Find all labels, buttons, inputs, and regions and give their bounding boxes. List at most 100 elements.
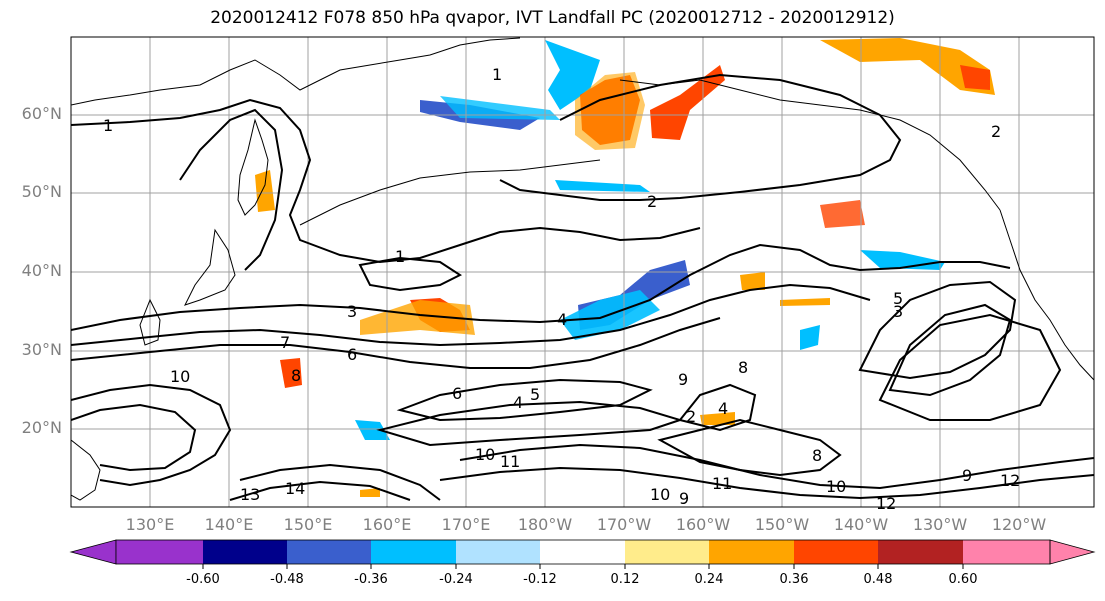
positive-shading-patch — [360, 300, 475, 335]
colorbar-bin — [371, 540, 456, 564]
contour-label: 8 — [812, 446, 822, 465]
contour-label: 10 — [475, 445, 495, 464]
contour-label: 8 — [291, 366, 301, 385]
colorbar-tick-label: 0.36 — [779, 572, 809, 587]
contour-label: 10 — [170, 367, 190, 386]
lon-label: 170°E — [441, 515, 491, 534]
lon-label: 140°E — [204, 515, 254, 534]
contour-label: 6 — [452, 384, 462, 403]
colorbar-bin — [963, 540, 1050, 564]
negative-shading-patch — [555, 180, 650, 192]
contour-label: 5 — [530, 385, 540, 404]
contour-label: 11 — [500, 452, 520, 471]
aleutian-chain — [299, 159, 601, 226]
contour-label: 7 — [280, 333, 290, 352]
positive-shading-patch — [575, 72, 645, 150]
positive-shading-patch — [650, 65, 725, 140]
map-title: 2020012412 F078 850 hPa qvapor, IVT Land… — [210, 8, 895, 28]
lon-label: 130°W — [912, 515, 968, 534]
shading-layer — [255, 38, 995, 497]
contour-label: 2 — [686, 407, 696, 426]
positive-shading-patch — [740, 272, 765, 290]
colorbar-bin — [878, 540, 963, 564]
negative-shading-patch — [440, 96, 560, 120]
contour-line — [358, 256, 463, 292]
colorbar-bin — [625, 540, 709, 564]
contour-label: 12 — [876, 494, 896, 513]
colorbar-tick-label: -0.48 — [270, 572, 304, 587]
contour-line — [858, 280, 1017, 380]
contour-label: 3 — [893, 302, 903, 321]
negative-shading-patch — [800, 325, 820, 350]
contour-line — [396, 378, 653, 422]
lon-label: 160°W — [675, 515, 731, 534]
contour-line — [239, 463, 441, 501]
colorbar-tick-label: 0.12 — [610, 572, 640, 587]
contour-label: 8 — [738, 358, 748, 377]
japan-coastline — [184, 228, 236, 306]
colorbar-extend-left — [69, 539, 117, 565]
colorbar-bin — [709, 540, 794, 564]
map-frame — [70, 36, 1095, 508]
colorbar-tick-label: -0.24 — [439, 572, 473, 587]
lon-label: 150°W — [754, 515, 810, 534]
contour-label: 4 — [513, 393, 523, 412]
contour-label: 2 — [647, 192, 657, 211]
contour-line — [71, 383, 232, 487]
colorbar-tick-label: 0.48 — [863, 572, 893, 587]
contour-label: 9 — [678, 370, 688, 389]
lon-label: 170°W — [596, 515, 652, 534]
contour-label: 9 — [679, 489, 689, 508]
colorbar-frame — [115, 539, 1051, 565]
lon-label: 120°W — [991, 515, 1047, 534]
contour-label: 2 — [991, 122, 1001, 141]
lat-label: 30°N — [21, 340, 62, 359]
colorbar-bin — [456, 540, 540, 564]
contours — [71, 73, 1094, 501]
map-area — [71, 37, 1094, 507]
contour-line — [878, 313, 1062, 421]
colorbar-bin — [794, 540, 878, 564]
positive-shading-patch — [280, 358, 302, 388]
contour-line — [499, 73, 902, 201]
colorbar-bin — [287, 540, 371, 564]
contour-label: 14 — [285, 479, 305, 498]
positive-shading-patch — [820, 200, 865, 228]
contour-line — [71, 403, 197, 472]
contour-label: 11 — [712, 474, 732, 493]
positive-shading-patch — [820, 38, 995, 95]
contour-line — [439, 466, 1094, 500]
positive-shading-patch — [360, 488, 380, 497]
contour-line — [71, 283, 871, 347]
contour-label: 1 — [103, 116, 113, 135]
asia-coastline — [71, 37, 521, 106]
kamchatka-coastline — [237, 118, 269, 216]
lat-label: 40°N — [21, 261, 62, 280]
positive-shading-patch — [780, 298, 830, 306]
colorbar-bin — [540, 540, 625, 564]
contour-label: 9 — [962, 466, 972, 485]
contour-line — [71, 317, 721, 369]
colorbar-bin — [116, 540, 203, 564]
colorbar-extend-right — [1049, 539, 1096, 565]
lat-label: 60°N — [21, 104, 62, 123]
alaska-coastline — [619, 79, 1001, 211]
negative-shading-patch — [355, 420, 390, 440]
contour-label: 12 — [1000, 471, 1020, 490]
contour-label: 5 — [893, 289, 903, 308]
philippines-coastline — [71, 439, 101, 501]
contour-line — [229, 480, 411, 501]
contour-label: 1 — [395, 247, 405, 266]
contour-line — [71, 98, 701, 264]
colorbar-tick-label: -0.12 — [523, 572, 557, 587]
colorbar-tick-label: 0.24 — [694, 572, 724, 587]
colorbar-tick-label: -0.60 — [186, 572, 220, 587]
contour-label: 10 — [650, 485, 670, 504]
contour-line — [678, 383, 757, 432]
colorbar-tick-label: 0.60 — [948, 572, 978, 587]
lon-label: 140°W — [833, 515, 889, 534]
colorbar-tick-label: -0.36 — [354, 572, 388, 587]
contour-line — [376, 400, 684, 447]
lon-label: 130°E — [125, 515, 175, 534]
